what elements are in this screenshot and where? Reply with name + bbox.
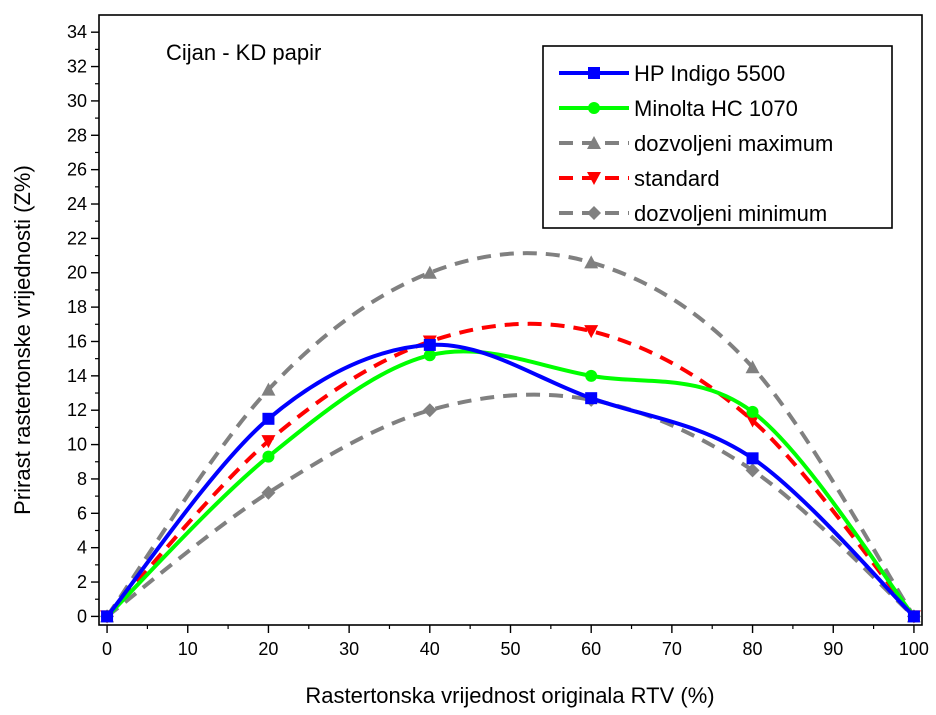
x-tick-label: 70 (662, 639, 682, 659)
marker-diamond (745, 463, 760, 478)
series-line (105, 342, 916, 618)
y-tick-label: 0 (77, 606, 87, 626)
axes-layer: 0 10 20 30 40 50 60 70 80 90 100024681012141618202… (67, 14, 929, 659)
x-tick-label: 100 (899, 639, 929, 659)
y-tick-label: 22 (67, 228, 87, 248)
marker-triangle-up (745, 360, 760, 374)
marker-triangle-up (261, 382, 276, 396)
marker-triangle-up (587, 136, 601, 149)
y-axis-title: Prirast rastertonske vrijednosti (Z%) (10, 165, 35, 515)
legend-box (542, 45, 893, 229)
y-tick-label: 20 (67, 263, 87, 283)
legend-label: dozvoljeni maximum (634, 131, 833, 156)
legend-label: HP Indigo 5500 (634, 61, 785, 86)
marker-triangle-down (745, 414, 760, 428)
marker-square (101, 610, 114, 623)
y-tick-label: 26 (67, 160, 87, 180)
series-line (105, 392, 916, 618)
marker-square (585, 392, 598, 405)
y-tick-label: 6 (77, 503, 87, 523)
x-tick-label: 40 (420, 639, 440, 659)
marker-circle (746, 405, 759, 418)
chart-annotation: Cijan - KD papir (166, 40, 321, 65)
marker-square (746, 452, 759, 465)
y-tick-label: 28 (67, 125, 87, 145)
y-tick-label: 32 (67, 57, 87, 77)
y-tick-label: 34 (67, 22, 87, 42)
y-tick-label: 8 (77, 469, 87, 489)
legend-label: standard (634, 166, 720, 191)
y-tick-label: 12 (67, 400, 87, 420)
marker-square (907, 610, 920, 623)
y-tick-label: 18 (67, 297, 87, 317)
series-layer (100, 251, 921, 624)
marker-circle (588, 102, 600, 114)
marker-triangle-down (261, 435, 276, 449)
x-tick-label: 10 (178, 639, 198, 659)
x-axis-title: Rastertonska vrijednost originala RTV (%… (305, 683, 714, 708)
x-tick-label: 50 (500, 639, 520, 659)
marker-diamond (422, 403, 437, 418)
y-tick-label: 4 (77, 538, 87, 558)
x-tick-label: 20 (258, 639, 278, 659)
series-line (105, 251, 916, 618)
y-tick-label: 14 (67, 366, 87, 386)
marker-diamond (587, 206, 601, 220)
marker-square (262, 412, 275, 425)
x-tick-label: 0 (102, 639, 112, 659)
y-tick-label: 16 (67, 331, 87, 351)
legend-label: dozvoljeni minimum (634, 201, 827, 226)
y-tick-label: 2 (77, 572, 87, 592)
y-tick-label: 30 (67, 91, 87, 111)
marker-circle (423, 349, 436, 362)
x-tick-label: 90 (823, 639, 843, 659)
legend-label: Minolta HC 1070 (634, 96, 798, 121)
series-line (105, 321, 916, 618)
marker-triangle-up (584, 255, 599, 269)
marker-square (423, 338, 436, 351)
legend: HP Indigo 5500 Minolta HC 1070 dozvoljeni … (542, 45, 893, 229)
x-tick-label: 30 (339, 639, 359, 659)
x-tick-label: 60 (581, 639, 601, 659)
marker-circle (262, 450, 275, 463)
marker-triangle-up (422, 265, 437, 279)
series-line (105, 349, 916, 618)
marker-square (588, 67, 600, 79)
y-tick-label: 24 (67, 194, 87, 214)
x-tick-label: 80 (743, 639, 763, 659)
y-tick-label: 10 (67, 435, 87, 455)
marker-diamond (261, 485, 276, 500)
marker-circle (585, 369, 598, 382)
marker-triangle-down (587, 172, 601, 185)
marker-triangle-down (584, 325, 599, 339)
